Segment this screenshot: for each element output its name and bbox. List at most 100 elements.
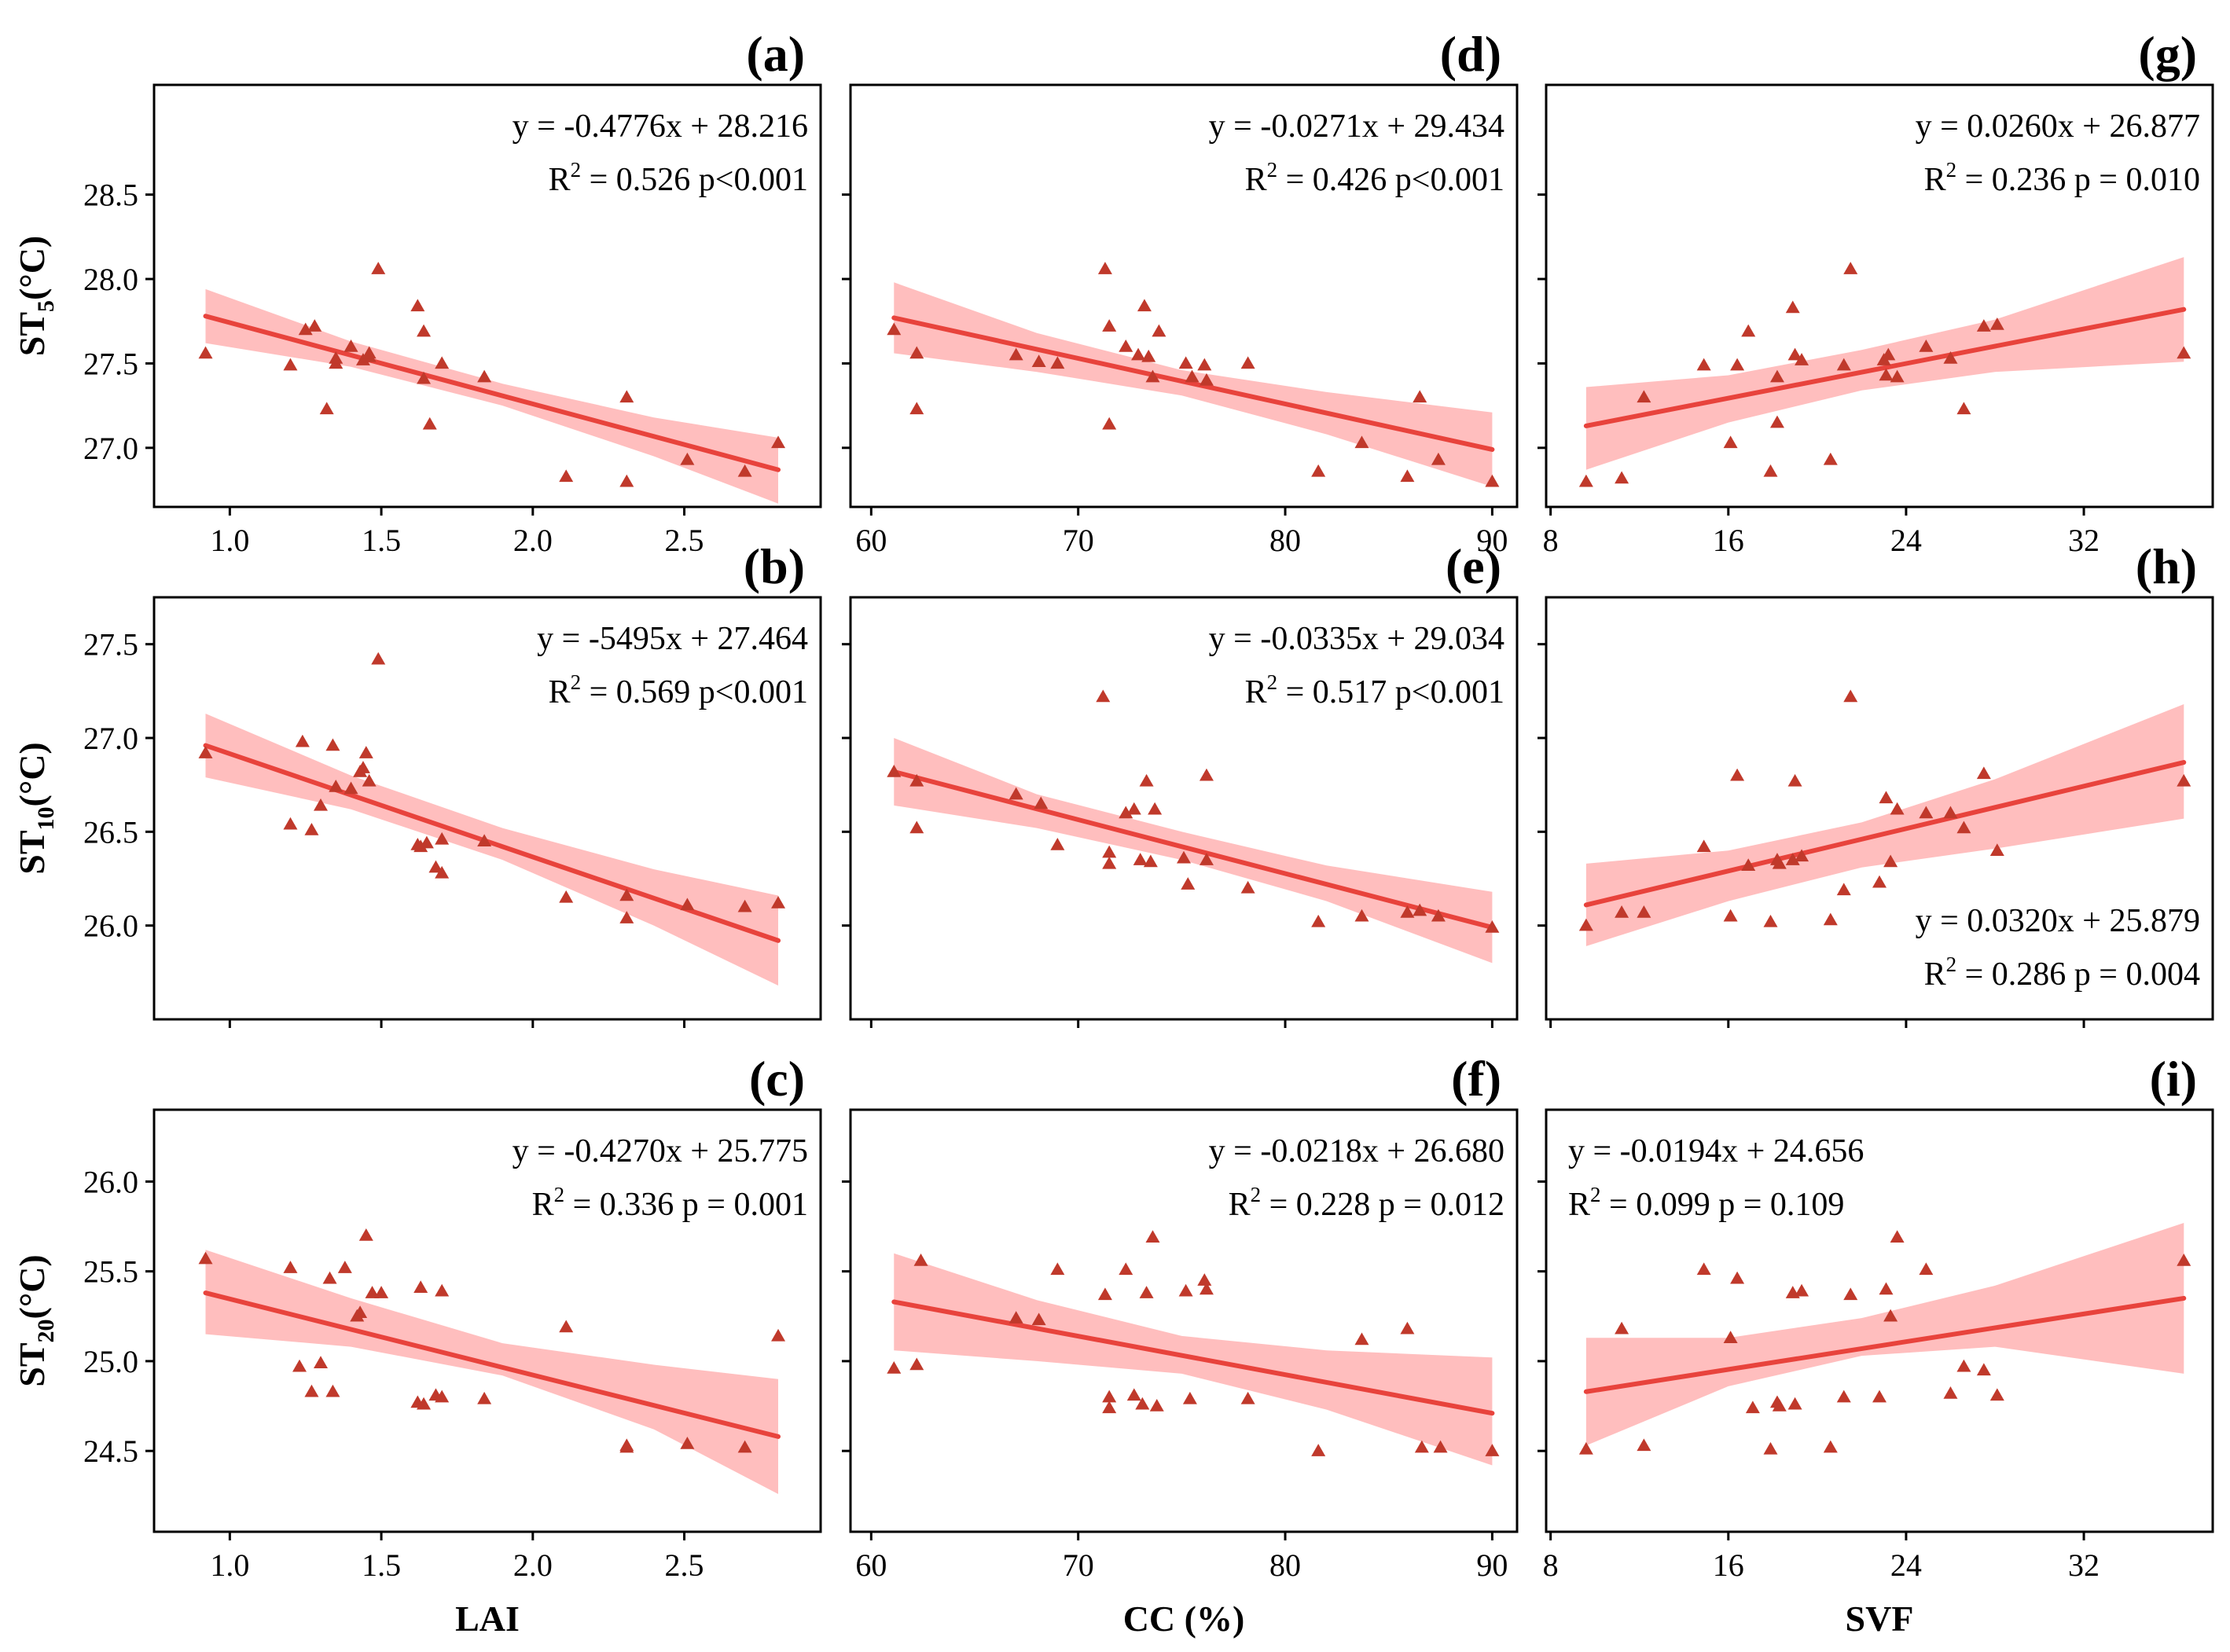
data-point <box>329 351 344 364</box>
y-label-subscript: 10 <box>33 807 59 831</box>
axis-frame <box>1545 596 2214 1021</box>
data-point <box>1102 417 1117 430</box>
data-point <box>353 1305 368 1318</box>
r2-statistic: R2 = 0.569 p<0.001 <box>549 670 808 710</box>
data-point <box>1031 1312 1046 1326</box>
data-point <box>1102 1390 1117 1403</box>
axis-frame <box>152 83 822 508</box>
data-point <box>1119 806 1133 819</box>
y-tick-label: 26.5 <box>83 814 138 850</box>
data-point <box>477 834 492 847</box>
y-label-unit: (°C) <box>12 236 52 300</box>
y-label-base: ST <box>12 1343 52 1387</box>
data-point <box>887 322 902 336</box>
data-point <box>1485 920 1500 933</box>
data-point <box>619 390 634 403</box>
data-point <box>1181 877 1196 890</box>
data-point <box>1823 1440 1838 1453</box>
data-point <box>1769 415 1784 428</box>
axis-frame <box>849 596 1519 1021</box>
r2-symbol: R <box>1924 162 1946 198</box>
data-point <box>1119 339 1133 352</box>
data-point <box>1976 319 1991 332</box>
data-point <box>337 1261 352 1273</box>
y-label-unit: (°C) <box>12 1254 52 1319</box>
x-axis-label: CC (%) <box>1123 1599 1245 1639</box>
r2-symbol: R <box>1924 956 1946 993</box>
data-point <box>371 262 386 274</box>
data-point <box>1143 854 1158 868</box>
data-point <box>1102 856 1117 869</box>
data-point <box>1050 356 1065 369</box>
x-tick-label: 2.5 <box>665 1547 704 1583</box>
y-axis-label: ST10(°C) <box>12 742 59 875</box>
x-tick-label: 1.0 <box>210 523 249 558</box>
r2-statistic: R2 = 0.099 p = 0.109 <box>1568 1183 1844 1223</box>
x-tick-label: 2.0 <box>513 1547 553 1583</box>
data-point <box>435 1390 450 1403</box>
r2-value: = 0.426 p<0.001 <box>1277 162 1504 198</box>
data-point <box>1133 853 1148 865</box>
r2-symbol: R <box>549 674 571 710</box>
x-tick-label: 1.5 <box>362 523 401 558</box>
data-point <box>1139 1286 1154 1298</box>
data-point <box>417 1397 432 1410</box>
data-point <box>1637 905 1651 918</box>
r2-value: = 0.286 p = 0.004 <box>1956 956 2200 993</box>
data-point <box>1823 912 1838 926</box>
regression-equation: y = -0.4270x + 25.775 <box>512 1133 808 1169</box>
data-point <box>1881 347 1896 361</box>
data-point <box>1787 1397 1802 1410</box>
data-point <box>1126 802 1141 815</box>
data-point <box>1989 318 2004 330</box>
regression-equation: y = -0.4776x + 28.216 <box>512 108 808 145</box>
y-tick-label: 27.5 <box>83 346 138 381</box>
data-point <box>559 890 574 903</box>
data-point <box>1354 435 1369 449</box>
r2-superscript: 2 <box>1590 1183 1601 1206</box>
regression-line <box>891 769 1495 931</box>
r2-statistic: R2 = 0.228 p = 0.012 <box>1229 1183 1504 1223</box>
x-tick-label: 32 <box>2068 1547 2100 1583</box>
data-point <box>1097 262 1112 274</box>
data-point <box>1615 471 1629 484</box>
data-point <box>1400 469 1415 483</box>
regression-line <box>203 743 781 943</box>
r2-superscript: 2 <box>1946 158 1957 182</box>
data-point <box>1879 368 1894 381</box>
r2-statistic: R2 = 0.286 p = 0.004 <box>1924 953 2200 993</box>
data-point <box>2177 346 2191 359</box>
data-point <box>1745 1401 1760 1414</box>
data-point <box>1102 845 1117 858</box>
y-tick-label: 26.0 <box>83 1164 138 1199</box>
panel-h: (h) y = 0.0320x + 25.879 R2 = 0.286 p = 0.… <box>1537 538 2214 1028</box>
panel-label: (g) <box>2138 26 2197 82</box>
data-point <box>1240 880 1255 894</box>
data-point <box>1178 356 1193 369</box>
data-point <box>1795 849 1809 862</box>
data-point <box>1730 768 1745 781</box>
panel-c: 1.0 1.5 2.0 2.5 24.5 25.0 25.5 26.0 (c) y = -0.42… <box>12 1051 822 1639</box>
data-point <box>1919 806 1934 819</box>
x-tick-label: 24 <box>1890 1547 1922 1583</box>
data-point <box>1890 1230 1905 1243</box>
data-point <box>1723 909 1738 922</box>
data-point <box>355 353 370 365</box>
regression-line <box>891 315 1495 452</box>
data-point <box>1578 918 1593 931</box>
y-tick-label: 28.5 <box>83 178 138 213</box>
y-axis-label: ST20(°C) <box>12 1254 59 1387</box>
x-axis-label: SVF <box>1846 1599 1914 1639</box>
r2-statistic: R2 = 0.426 p<0.001 <box>1245 158 1504 198</box>
data-point <box>283 1261 298 1273</box>
data-point <box>283 817 298 830</box>
axis-frame <box>849 1108 1519 1533</box>
data-point <box>1578 474 1593 487</box>
data-point <box>909 820 924 834</box>
data-point <box>1149 1399 1164 1412</box>
data-point <box>419 835 434 849</box>
regression-line <box>1583 307 2187 428</box>
data-point <box>1354 1332 1369 1345</box>
data-point <box>1836 1390 1851 1403</box>
